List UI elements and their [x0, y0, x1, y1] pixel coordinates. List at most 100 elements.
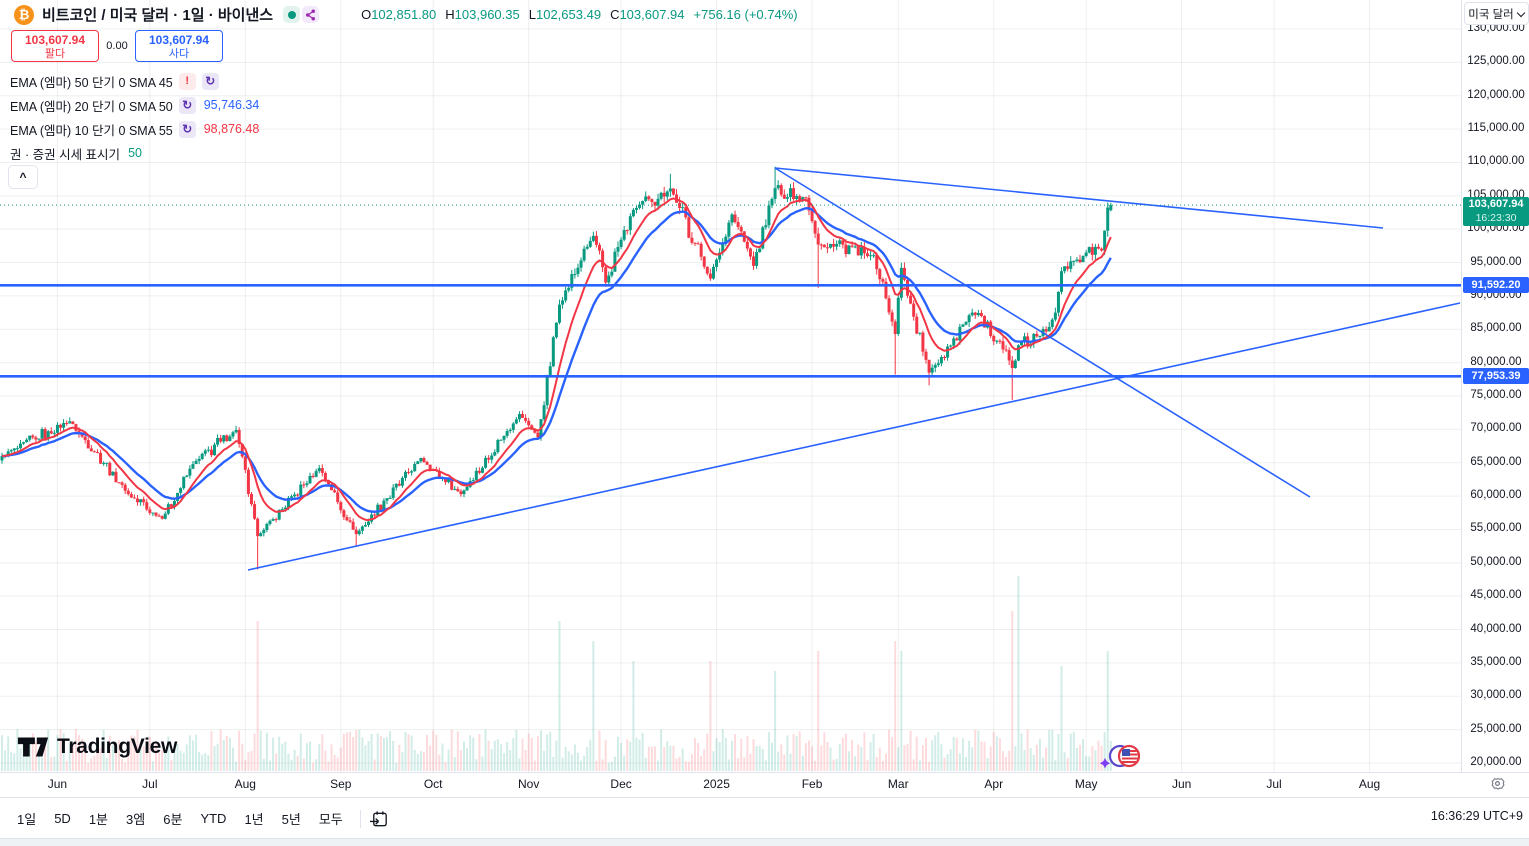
range-button-6분[interactable]: 6분 [163, 812, 183, 827]
toolbar-divider [359, 809, 361, 828]
tradingview-brand-text: TradingView [57, 735, 178, 758]
loading-icon[interactable]: ↻ [178, 120, 196, 138]
ohlc-o-value: O102,851.80 [361, 7, 437, 22]
current-price-label: 103,607.94 16:23:30 [1463, 197, 1529, 227]
ema-10-line[interactable] [1, 197, 1112, 522]
range-button-YTD[interactable]: YTD [200, 811, 227, 826]
time-axis-month-label: Oct [423, 777, 443, 791]
sell-label: 팔다 [44, 48, 66, 60]
price-tick: 20,000.00 [1470, 756, 1522, 768]
session-clock[interactable]: 16:36:29 UTC+9 [1430, 809, 1523, 823]
price-tick: 80,000.00 [1470, 355, 1522, 368]
range-button-모두[interactable]: 모두 [318, 812, 343, 827]
time-axis-month-label: Dec [610, 777, 632, 791]
buy-button[interactable]: 103,607.94 사다 [135, 30, 223, 62]
range-button-1년[interactable]: 1년 [244, 812, 264, 827]
price-tick: 95,000.00 [1470, 255, 1522, 268]
ohlc-l-value: L102,653.49 [528, 7, 602, 22]
ohlc-h-value: H103,960.35 [445, 7, 520, 22]
time-axis-month-label: Mar [887, 777, 909, 791]
price-tick: 35,000.00 [1470, 655, 1522, 668]
volume-layer [1, 576, 1112, 771]
btc-icon: ₿ [14, 4, 34, 25]
indicator-value: 95,746.34 [203, 98, 260, 112]
trendline[interactable] [774, 167, 1311, 498]
price-axis[interactable]: 130,000.00 125,000.00 120,000.00 115,000.00… [1461, 0, 1529, 772]
time-axis-month-label: Jun [1171, 777, 1192, 791]
time-axis-month-label: Sep [330, 777, 352, 791]
trendline[interactable] [247, 302, 1461, 571]
price-tick: 115,000.00 [1467, 122, 1525, 135]
level-price-label: 91,592.20 [1463, 277, 1529, 294]
range-button-3엠[interactable]: 3엠 [126, 812, 146, 827]
time-axis-month-label: Aug [234, 777, 256, 791]
share-button[interactable] [302, 6, 320, 23]
sell-price: 103,607.94 [24, 33, 86, 47]
indicator-row-0[interactable]: EMA (엠마) 50 단기 0 SMA 45! ↻ [10, 69, 259, 93]
buy-price: 103,607.94 [148, 33, 210, 47]
candles-layer [0, 166, 1113, 570]
price-tick: 60,000.00 [1470, 489, 1522, 502]
tradingview-logo-icon [17, 737, 49, 757]
chevron-down-icon [1518, 10, 1525, 17]
indicator-title: EMA (엠마) 20 단기 0 SMA 50 [10, 99, 173, 114]
indicator-value: 50 [128, 146, 142, 160]
time-axis-month-label: Nov [518, 777, 540, 791]
range-button-1일[interactable]: 1일 [17, 812, 37, 827]
range-button-5년[interactable]: 5년 [281, 812, 301, 827]
indicator-row-1[interactable]: EMA (엠마) 20 단기 0 SMA 50 ↻ 95,746.34 [10, 93, 259, 117]
gear-icon [1491, 778, 1505, 790]
bottom-strip [0, 838, 1529, 846]
price-tick: 130,000.00 [1467, 22, 1525, 34]
price-tick: 110,000.00 [1467, 155, 1525, 168]
axis-settings-button[interactable] [1490, 776, 1505, 791]
go-to-date-button[interactable] [369, 809, 390, 830]
trade-panel: 103,607.94 팔다 0.00 103,607.94 사다 [11, 30, 223, 62]
bar-countdown: 16:23:30 [1475, 212, 1517, 225]
price-tick: 85,000.00 [1470, 322, 1522, 335]
indicator-legend: EMA (엠마) 50 단기 0 SMA 45! ↻ EMA (엠마) 20 단기 … [10, 69, 259, 165]
currency-dropdown[interactable]: 미국 달러 [1464, 2, 1529, 25]
time-axis-month-label: Apr [984, 777, 1004, 791]
economic-event-flags-icon[interactable] [1098, 740, 1146, 772]
ohlc-c-value: C103,607.94 [610, 7, 685, 22]
currency-label: 미국 달러 [1468, 8, 1514, 21]
date-range-buttons: 1일 5D 1분 3엠 6분 YTD 1년 5년 모두 [8, 806, 352, 831]
time-axis-month-label: Jul [142, 777, 158, 791]
spread-value: 0.00 [106, 40, 128, 52]
range-button-1분[interactable]: 1분 [88, 812, 109, 827]
sell-button[interactable]: 103,607.94 팔다 [11, 30, 99, 62]
price-chart-canvas[interactable] [0, 0, 1461, 772]
loading-icon[interactable]: ↻ [178, 96, 196, 114]
indicator-row-3[interactable]: 권 · 증권 시세 표시기 50 [10, 141, 259, 165]
level-price-label: 77,953.39 [1463, 368, 1529, 385]
indicator-title: 권 · 증권 시세 표시기 [10, 147, 121, 162]
market-status-button[interactable] [283, 6, 301, 23]
price-tick: 65,000.00 [1470, 455, 1522, 468]
bottom-toolbar: 1일 5D 1분 3엠 6분 YTD 1년 5년 모두 16:36:29 UTC+9 [0, 797, 1529, 839]
market-open-dot-icon [287, 10, 296, 19]
trendline[interactable] [774, 167, 1384, 229]
buy-label: 사다 [168, 48, 190, 60]
symbol-title[interactable]: 비트코인 / 미국 달러 · 1일 · 바이낸스 [42, 7, 274, 24]
current-price-value: 103,607.94 [1468, 198, 1524, 211]
ohlc-readout: O102,851.80 H103,960.35 L102,653.49 C103,60… [361, 7, 798, 22]
time-axis[interactable]: Jun Jul Aug Sep Oct Nov Dec 2025 Feb Mar Apr May Jun… [0, 772, 1529, 798]
range-button-5D[interactable]: 5D [54, 811, 71, 826]
time-axis-month-label: Feb [801, 777, 823, 791]
price-tick: 120,000.00 [1467, 88, 1525, 101]
price-tick: 45,000.00 [1470, 589, 1522, 602]
loading-icon[interactable]: ↻ [201, 72, 219, 90]
legend-collapse-button[interactable]: ^ [8, 165, 38, 189]
price-tick: 125,000.00 [1467, 55, 1525, 68]
indicator-row-2[interactable]: EMA (엠마) 10 단기 0 SMA 55 ↻ 98,876.48 [10, 117, 259, 141]
time-axis-month-label: Jul [1266, 777, 1282, 791]
price-tick: 40,000.00 [1470, 622, 1522, 635]
symbol-status-pill [283, 6, 320, 23]
grid-layer [0, 0, 1461, 772]
indicator-value: 98,876.48 [203, 122, 260, 136]
tradingview-watermark[interactable]: TradingView [16, 735, 177, 759]
indicator-title: EMA (엠마) 50 단기 0 SMA 45 [10, 75, 173, 90]
warning-icon[interactable]: ! [178, 72, 196, 90]
